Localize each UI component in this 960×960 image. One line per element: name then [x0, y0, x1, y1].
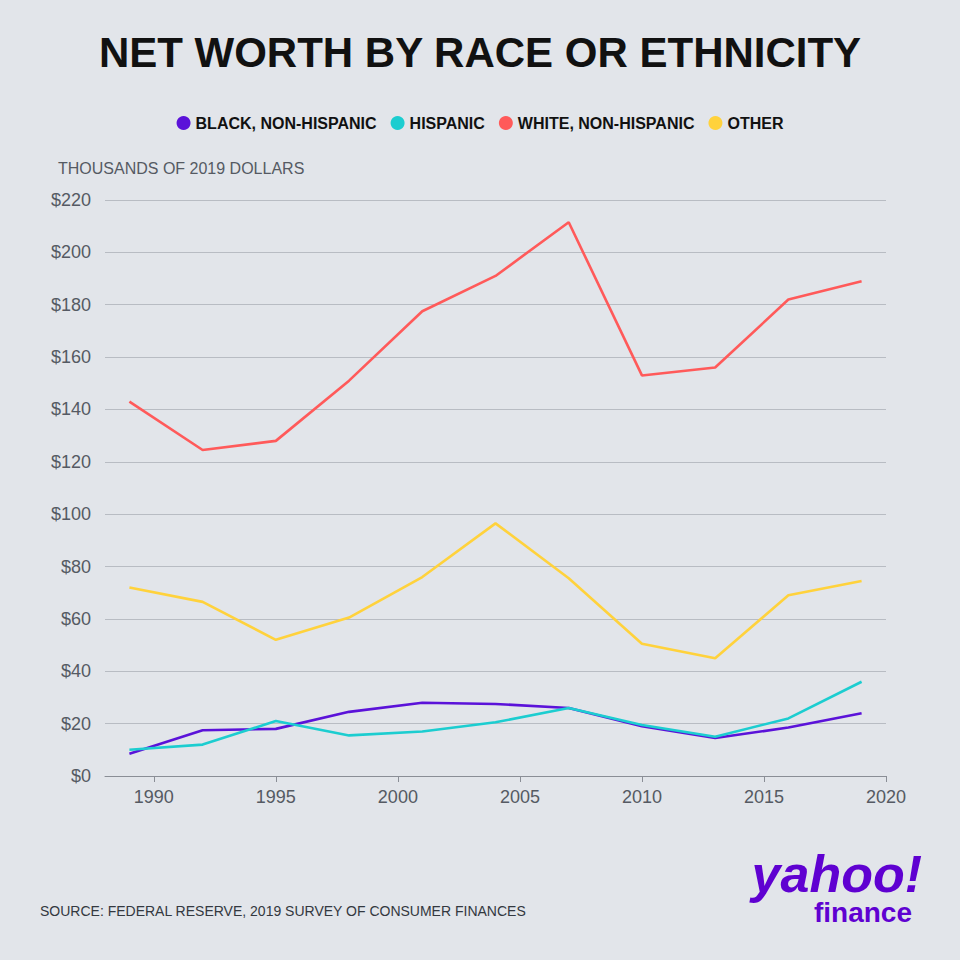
svg-text:$120: $120	[51, 452, 91, 472]
svg-text:$20: $20	[61, 714, 91, 734]
svg-text:2010: 2010	[622, 787, 662, 807]
svg-text:$180: $180	[51, 295, 91, 315]
svg-text:$100: $100	[51, 504, 91, 524]
svg-text:finance: finance	[814, 897, 912, 928]
svg-text:1995: 1995	[256, 787, 296, 807]
svg-text:1990: 1990	[134, 787, 174, 807]
svg-text:$220: $220	[51, 190, 91, 210]
svg-text:2015: 2015	[744, 787, 784, 807]
svg-text:$160: $160	[51, 347, 91, 367]
svg-text:SOURCE: FEDERAL RESERVE, 2019: SOURCE: FEDERAL RESERVE, 2019 SURVEY OF …	[40, 903, 526, 919]
svg-text:2000: 2000	[378, 787, 418, 807]
svg-text:BLACK, NON-HISPANIC: BLACK, NON-HISPANIC	[196, 115, 377, 132]
svg-text:THOUSANDS OF 2019 DOLLARS: THOUSANDS OF 2019 DOLLARS	[58, 160, 304, 177]
svg-text:HISPANIC: HISPANIC	[410, 115, 486, 132]
svg-text:NET WORTH BY RACE OR ETHNICITY: NET WORTH BY RACE OR ETHNICITY	[99, 29, 861, 76]
svg-text:$0: $0	[71, 766, 91, 786]
svg-text:WHITE, NON-HISPANIC: WHITE, NON-HISPANIC	[518, 115, 695, 132]
svg-text:$40: $40	[61, 661, 91, 681]
svg-text:$140: $140	[51, 399, 91, 419]
svg-text:$60: $60	[61, 609, 91, 629]
svg-text:yahoo!: yahoo!	[749, 845, 922, 903]
svg-text:OTHER: OTHER	[727, 115, 783, 132]
svg-text:2005: 2005	[500, 787, 540, 807]
svg-text:$200: $200	[51, 242, 91, 262]
svg-text:2020: 2020	[866, 787, 906, 807]
svg-text:$80: $80	[61, 557, 91, 577]
